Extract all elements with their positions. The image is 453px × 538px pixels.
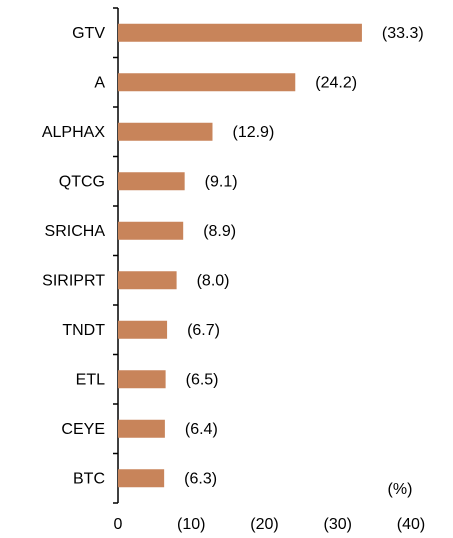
x-tick-label: (40): [397, 516, 425, 533]
bar: [118, 122, 213, 141]
x-tick-label: (10): [177, 516, 205, 533]
y-tick-label: ETL: [76, 371, 105, 388]
y-tick-label: QTCG: [59, 173, 105, 190]
x-tick-label: (20): [250, 516, 278, 533]
value-label: (8.0): [197, 272, 230, 289]
bar: [118, 419, 165, 438]
value-label: (6.3): [184, 470, 217, 487]
value-label: (24.2): [315, 74, 357, 91]
y-tick-label: TNDT: [62, 322, 105, 339]
value-label: (12.9): [232, 124, 274, 141]
value-label: (8.9): [203, 223, 236, 240]
value-label: (6.5): [186, 371, 219, 388]
x-tick-label: (30): [324, 516, 352, 533]
bar: [118, 370, 166, 389]
unit-annotation: (%): [388, 481, 413, 498]
bar: [118, 320, 168, 339]
y-tick-label: SIRIPRT: [42, 272, 105, 289]
y-tick-label: BTC: [73, 470, 105, 487]
value-label: (33.3): [382, 25, 424, 42]
y-tick-label: CEYE: [61, 421, 105, 438]
bar: [118, 73, 296, 92]
x-tick-label: 0: [114, 516, 123, 533]
y-tick-label: GTV: [72, 25, 105, 42]
bar: [118, 271, 177, 290]
bar: [118, 221, 184, 240]
bar: [118, 172, 185, 191]
bar: [118, 469, 165, 488]
value-label: (6.7): [187, 322, 220, 339]
y-tick-label: ALPHAX: [42, 124, 105, 141]
value-label: (6.4): [185, 421, 218, 438]
y-tick-label: SRICHA: [45, 223, 106, 240]
y-tick-label: A: [94, 74, 105, 91]
value-label: (9.1): [205, 173, 238, 190]
bar: [118, 23, 362, 42]
